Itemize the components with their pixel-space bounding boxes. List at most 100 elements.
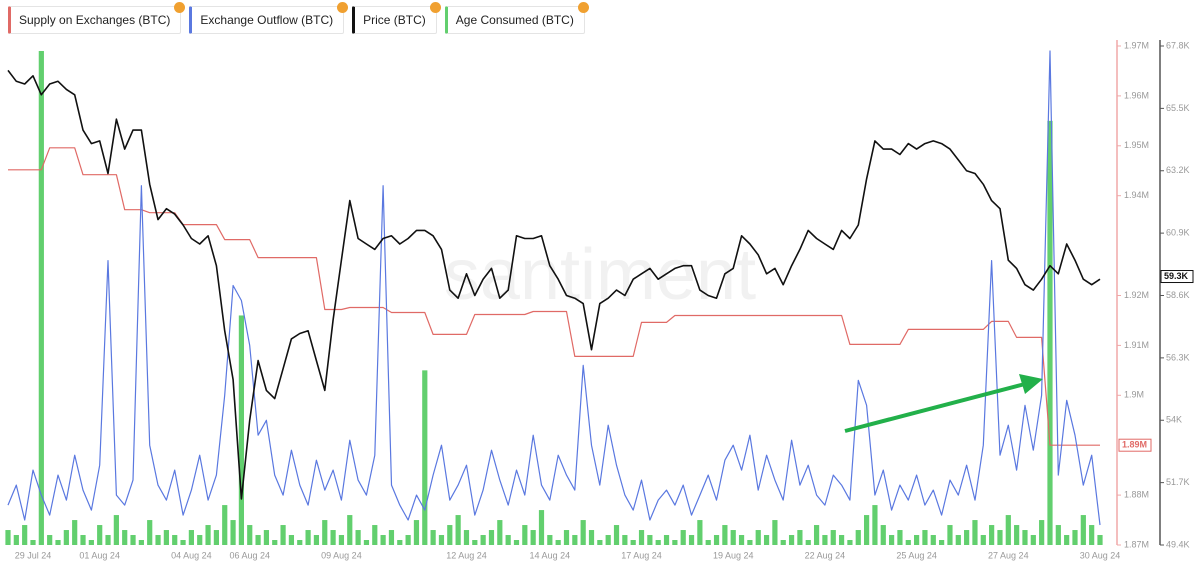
bar (88, 540, 94, 545)
bar (538, 510, 545, 545)
y3-tick-label: 54K (1166, 415, 1182, 425)
bar (113, 515, 119, 545)
bar (130, 535, 136, 545)
watermark: santiment (444, 235, 756, 315)
x-tick-label: 01 Aug 24 (79, 550, 120, 560)
bar (397, 540, 403, 545)
bar (72, 520, 78, 545)
bar (222, 505, 228, 545)
legend-item[interactable]: Age Consumed (BTC) (444, 2, 589, 34)
bar (463, 530, 470, 545)
bar (1072, 530, 1078, 545)
bar (688, 535, 695, 545)
bar (55, 540, 61, 545)
bar (805, 540, 811, 545)
legend-label: Supply on Exchanges (BTC) (19, 13, 171, 27)
bar (680, 530, 686, 545)
bar (22, 525, 28, 545)
y3-tick-label: 51.7K (1166, 477, 1190, 487)
lines-layer (7, 50, 1101, 526)
bar (513, 540, 520, 545)
bar (338, 535, 345, 545)
bar (930, 535, 936, 545)
bar (638, 530, 645, 545)
bar (422, 370, 428, 545)
bar (713, 535, 720, 545)
bar (313, 535, 320, 545)
y2-tick-label: 1.9M (1124, 390, 1144, 400)
bar (288, 535, 295, 545)
bar (347, 515, 353, 545)
bar (622, 535, 628, 545)
bar (1055, 525, 1061, 545)
bar (1080, 515, 1086, 545)
x-tick-label: 17 Aug 24 (621, 550, 662, 560)
y3-tick-label: 65.5K (1166, 103, 1190, 113)
bar (180, 540, 186, 545)
bar (655, 540, 661, 545)
bar (588, 530, 595, 545)
bar (755, 530, 761, 545)
bar (363, 540, 370, 545)
bar (1030, 535, 1036, 545)
bar (5, 530, 11, 545)
bar (488, 530, 495, 545)
bar (697, 520, 703, 545)
bar (30, 540, 36, 545)
x-tick-label: 25 Aug 24 (896, 550, 937, 560)
bar (738, 535, 745, 545)
trend-arrow (844, 382, 1026, 433)
bar (722, 525, 728, 545)
bar (388, 530, 395, 545)
bar (672, 540, 678, 545)
legend-label: Price (BTC) (363, 13, 426, 27)
x-tick-label: 09 Aug 24 (321, 550, 362, 560)
y3-tick-label: 67.8K (1166, 40, 1190, 50)
bar (280, 525, 286, 545)
bar (605, 535, 611, 545)
bar (1089, 525, 1095, 545)
bar (1005, 515, 1011, 545)
bar (505, 535, 511, 545)
x-tick-label: 19 Aug 24 (713, 550, 754, 560)
bar (763, 535, 770, 545)
bar (980, 535, 986, 545)
bar (705, 540, 711, 545)
bar (80, 535, 86, 545)
bar (205, 525, 211, 545)
bar (972, 520, 978, 545)
legend-item[interactable]: Price (BTC) (352, 2, 441, 34)
bar (172, 535, 178, 545)
bar (105, 535, 111, 545)
bar (880, 525, 886, 545)
x-tick-label: 14 Aug 24 (530, 550, 571, 560)
bar (855, 530, 861, 545)
bar (630, 540, 636, 545)
legend-item[interactable]: Exchange Outflow (BTC) (189, 2, 349, 34)
bar (413, 520, 420, 545)
bar (897, 530, 903, 545)
bar (597, 540, 603, 545)
bar (405, 535, 411, 545)
bar (322, 520, 328, 545)
bar (613, 525, 620, 545)
bar (989, 525, 995, 545)
bar (997, 530, 1003, 545)
trend-arrow-head (1019, 374, 1043, 394)
y2-tick-label: 1.95M (1124, 140, 1149, 150)
x-tick-label: 22 Aug 24 (805, 550, 846, 560)
legend-icon (429, 2, 441, 13)
series-line (8, 147, 1100, 446)
legend-icon (337, 2, 349, 13)
bar (822, 535, 828, 545)
legend-item[interactable]: Supply on Exchanges (BTC) (8, 2, 186, 34)
last-value-box (1118, 438, 1152, 452)
series-line (7, 50, 1101, 526)
last-value-label: 59.3K (1164, 271, 1189, 281)
bar (1047, 120, 1053, 545)
bar (1014, 525, 1020, 545)
bar (355, 530, 361, 545)
last-value-label: 1.89M (1122, 440, 1147, 450)
bar (905, 540, 911, 545)
bar (914, 535, 920, 545)
